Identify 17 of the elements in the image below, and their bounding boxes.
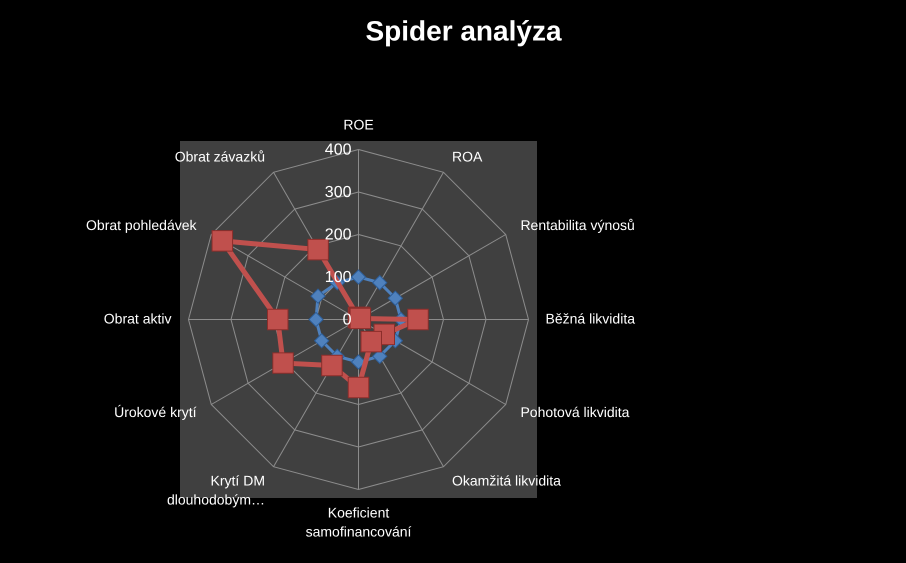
spoke-label: Koeficient samofinancování [306,504,412,540]
spoke-label: Pohotová likvidita [520,404,630,420]
spoke-label: Rentabilita výnosů [520,217,635,233]
spoke-label: Úrokové krytí [114,404,197,420]
y-tick-label: 200 [324,226,352,244]
y-tick-label: 400 [324,142,352,158]
spoke-label: Obrat závazků [174,148,265,165]
y-tick-label: 300 [324,184,352,201]
spoke-label: Okamžitá likvidita [452,472,562,488]
y-tick-label: 0 [342,312,352,328]
spoke-label: Obrat pohledávek [86,217,198,233]
spoke-label: Běžná likvidita [546,310,636,326]
spoke-label: ROE [343,116,374,132]
chart-title: Spider analýza [365,16,562,46]
spoke-label: Krytí DM dlouhodobým… [166,472,265,508]
spoke-label: ROA [452,148,483,165]
spoke-label: Obrat aktiv [104,310,172,326]
